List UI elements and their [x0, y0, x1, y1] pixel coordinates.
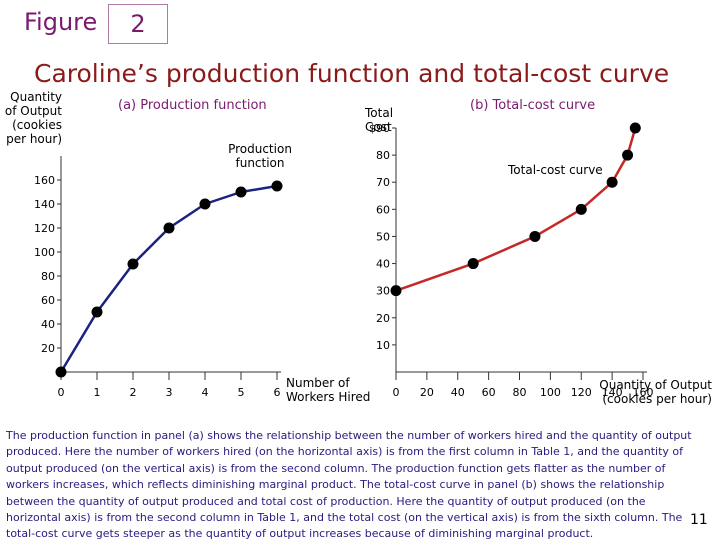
panel-b-ylabel: Total Cost [365, 106, 394, 134]
panel-a-x-tick-label: 3 [166, 386, 173, 399]
panel-a-x-tick-label: 6 [274, 386, 281, 399]
panel-a-x-tick-label: 2 [130, 386, 137, 399]
panel-b-y-tick-label: 60 [376, 203, 390, 216]
panel-b-y-tick-label: 50 [376, 230, 390, 243]
panel-a-chart: 20 40 60 80 100 120 140 160 0 1 2 3 4 5 6 [34, 156, 283, 399]
panel-b-y-tick-label: 40 [376, 258, 390, 271]
panel-b-x-tick-label: 140 [602, 386, 623, 399]
panel-a-data-point [55, 366, 67, 378]
panel-b-data-point [606, 176, 618, 188]
panel-b-data-point [575, 203, 587, 215]
panel-a-y-tick-label: 140 [34, 198, 55, 211]
panel-b-x-tick-label: 80 [513, 386, 527, 399]
panel-a-y-tick-label: 80 [41, 270, 55, 283]
panel-b-data-point [629, 122, 641, 134]
panel-b-x-tick-label: 60 [482, 386, 496, 399]
panel-b-y-tick-label: $90 [369, 122, 390, 135]
panel-a-x-tick-label: 0 [58, 386, 65, 399]
panel-a-y-tick-label: 160 [34, 174, 55, 187]
panel-b-x-tick-label: 100 [540, 386, 561, 399]
figure-caption: The production function in panel (a) sho… [6, 429, 692, 541]
panel-b-x-tick-label: 160 [633, 386, 654, 399]
panel-a-ylabel: Quantity of Output (cookies per hour) [4, 90, 62, 146]
panel-b-y-tick-label: 20 [376, 312, 390, 325]
panel-b-data-point [622, 149, 634, 161]
panel-a-y-tick-label: 120 [34, 222, 55, 235]
page-number: 11 [690, 512, 708, 528]
panel-b-y-tick-label: 80 [376, 149, 390, 162]
panel-b-x-tick-label: 120 [571, 386, 592, 399]
panel-a-x-tick-label: 1 [94, 386, 101, 399]
panel-a-series-line [59, 184, 278, 373]
panel-a-data-point [127, 258, 139, 270]
panel-a-y-tick-label: 40 [41, 318, 55, 331]
panel-a-data-point [91, 306, 103, 318]
panel-a-data-point [199, 198, 211, 210]
panel-b-data-point [529, 230, 541, 242]
panel-b-x-tick-label: 20 [420, 386, 434, 399]
panel-b-title: (b) Total-cost curve [470, 98, 596, 113]
panel-a-data-point [271, 180, 283, 192]
panel-b-x-tick-label: 0 [393, 386, 400, 399]
panel-a-annotation: Production function [228, 142, 292, 170]
panel-b-y-tick-label: 30 [376, 285, 390, 298]
panel-b-data-point [467, 258, 479, 270]
panel-a-y-tick-label: 20 [41, 342, 55, 355]
page-title: Caroline’s production function and total… [34, 59, 670, 88]
panel-b-annotation: Total-cost curve [508, 163, 603, 177]
panel-a-xlabel: Number of Workers Hired [286, 376, 371, 404]
panel-a-data-point [163, 222, 175, 234]
panel-b-y-tick-label: 10 [376, 339, 390, 352]
figure-label: Figure [24, 8, 98, 36]
panel-b-x-tick-label: 40 [451, 386, 465, 399]
panel-a-x-tick-label: 5 [238, 386, 245, 399]
panel-a-x-tick-label: 4 [202, 386, 209, 399]
panel-a-data-point [235, 186, 247, 198]
panel-b-series-line [395, 127, 637, 292]
panel-b-xlabel: Quantity of Output (cookies per hour) [599, 378, 712, 406]
panel-b-data-point [390, 285, 402, 297]
panel-a-y-tick-label: 60 [41, 294, 55, 307]
panel-a-title: (a) Production function [118, 98, 267, 113]
panel-b-y-tick-label: 70 [376, 176, 390, 189]
panel-a-y-tick-label: 100 [34, 246, 55, 259]
figure-number: 2 [108, 4, 168, 44]
panel-b-chart: 10 20 30 40 50 60 70 80 $90 0 20 40 60 80 100 120 140 160 [369, 122, 654, 399]
